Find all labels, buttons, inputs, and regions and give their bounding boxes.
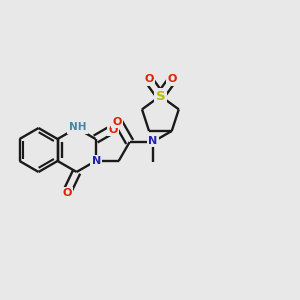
Text: N: N xyxy=(148,136,158,146)
Text: O: O xyxy=(112,117,122,127)
Text: O: O xyxy=(167,74,176,84)
Text: S: S xyxy=(156,89,165,103)
Text: NH: NH xyxy=(69,122,86,132)
Text: O: O xyxy=(62,188,72,198)
Text: N: N xyxy=(92,156,101,166)
Text: O: O xyxy=(144,74,154,84)
Text: O: O xyxy=(108,125,117,135)
